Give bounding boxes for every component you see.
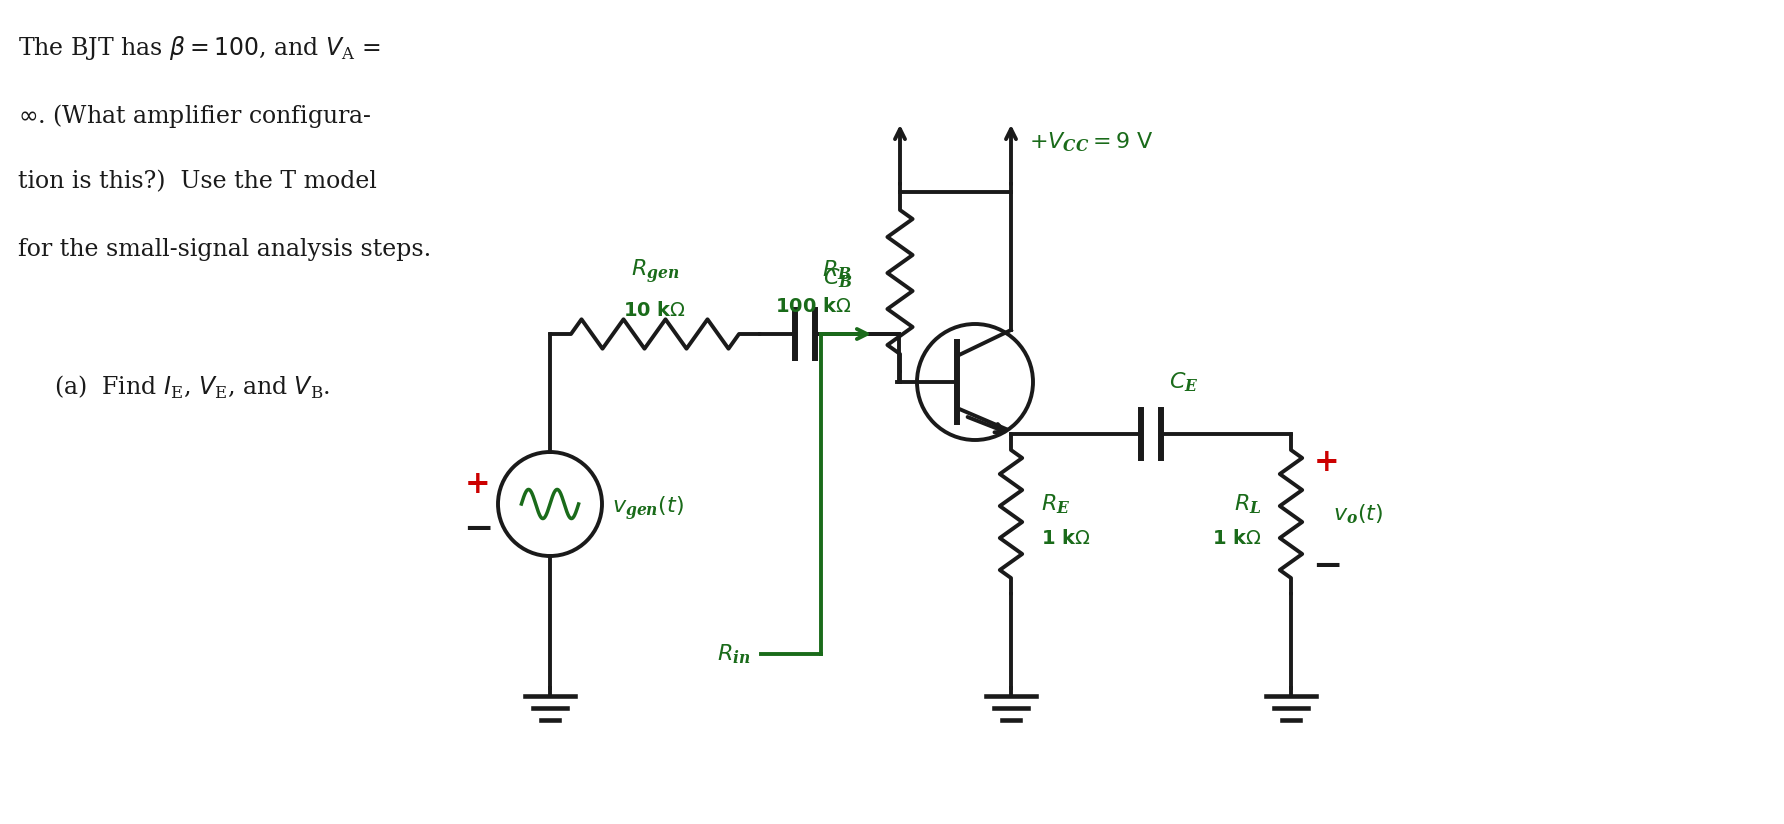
Text: for the small-signal analysis steps.: for the small-signal analysis steps. xyxy=(18,238,432,261)
Text: $C_\mathregular{E}$: $C_\mathregular{E}$ xyxy=(1169,371,1199,394)
Text: $\infty$. (What amplifier configura-: $\infty$. (What amplifier configura- xyxy=(18,102,371,130)
Text: $C_\mathregular{B}$: $C_\mathregular{B}$ xyxy=(822,266,853,290)
Text: +: + xyxy=(1315,447,1340,477)
Text: (a)  Find $I_\mathregular{E}$, $V_\mathregular{E}$, and $V_\mathregular{B}$.: (a) Find $I_\mathregular{E}$, $V_\mathre… xyxy=(54,374,330,401)
Text: $R_\mathregular{L}$: $R_\mathregular{L}$ xyxy=(1233,492,1261,516)
Text: −: − xyxy=(462,512,492,546)
Text: $R_\mathregular{in}$: $R_\mathregular{in}$ xyxy=(717,642,751,666)
Text: $R_\mathregular{gen}$: $R_\mathregular{gen}$ xyxy=(632,258,680,286)
Text: tion is this?)  Use the T model: tion is this?) Use the T model xyxy=(18,170,376,193)
Text: $R_\mathregular{E}$: $R_\mathregular{E}$ xyxy=(1042,492,1070,516)
Text: 100 k$\Omega$: 100 k$\Omega$ xyxy=(776,297,853,316)
Text: The BJT has $\beta = 100$, and $V_\mathregular{A}$ =: The BJT has $\beta = 100$, and $V_\mathr… xyxy=(18,34,382,62)
Text: $v_\mathregular{gen}(t)$: $v_\mathregular{gen}(t)$ xyxy=(612,495,683,523)
Text: −: − xyxy=(1311,549,1342,583)
Text: 1 k$\Omega$: 1 k$\Omega$ xyxy=(1042,528,1090,547)
Text: 10 k$\Omega$: 10 k$\Omega$ xyxy=(623,301,687,320)
Text: 1 k$\Omega$: 1 k$\Omega$ xyxy=(1211,528,1261,547)
Text: $+V_\mathregular{CC} = 9\ \mathrm{V}$: $+V_\mathregular{CC} = 9\ \mathrm{V}$ xyxy=(1029,130,1154,154)
Text: $R_\mathregular{B}$: $R_\mathregular{B}$ xyxy=(822,258,853,282)
Text: $v_\mathregular{o}(t)$: $v_\mathregular{o}(t)$ xyxy=(1333,502,1383,526)
Text: +: + xyxy=(466,469,491,499)
